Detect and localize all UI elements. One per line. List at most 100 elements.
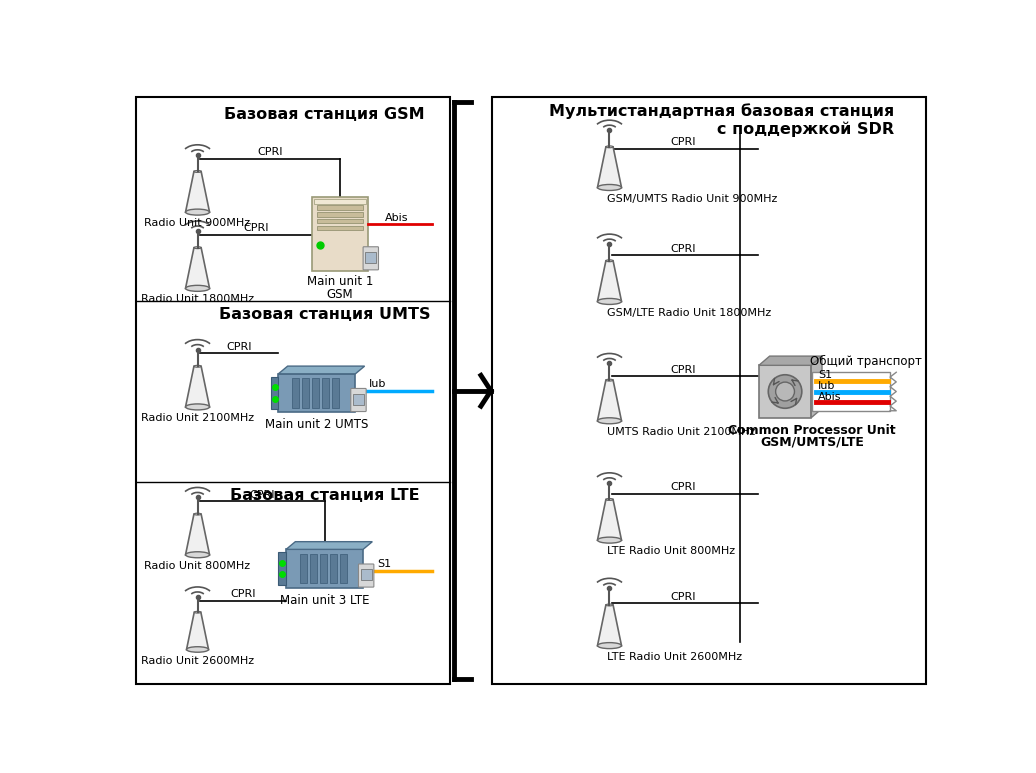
Ellipse shape <box>598 642 622 649</box>
FancyBboxPatch shape <box>314 199 366 203</box>
Ellipse shape <box>194 171 201 172</box>
Text: CPRI: CPRI <box>670 482 695 492</box>
Circle shape <box>776 382 795 401</box>
Polygon shape <box>598 380 622 421</box>
FancyBboxPatch shape <box>300 554 307 584</box>
FancyBboxPatch shape <box>333 379 339 407</box>
Ellipse shape <box>194 611 201 613</box>
Text: CPRI: CPRI <box>257 147 283 157</box>
Ellipse shape <box>185 404 209 410</box>
FancyBboxPatch shape <box>270 377 279 409</box>
Text: GSM/LTE Radio Unit 1800MHz: GSM/LTE Radio Unit 1800MHz <box>607 308 772 318</box>
Polygon shape <box>279 366 365 374</box>
FancyBboxPatch shape <box>286 550 363 588</box>
Ellipse shape <box>194 247 201 249</box>
FancyBboxPatch shape <box>317 219 363 223</box>
Polygon shape <box>758 366 811 417</box>
Text: LTE Radio Unit 800MHz: LTE Radio Unit 800MHz <box>607 547 736 557</box>
Text: Мультистандартная базовая станция
с поддержкой SDR: Мультистандартная базовая станция с подд… <box>549 103 894 137</box>
Ellipse shape <box>185 209 209 215</box>
FancyBboxPatch shape <box>320 554 327 584</box>
FancyBboxPatch shape <box>492 97 926 684</box>
Ellipse shape <box>606 260 613 262</box>
FancyBboxPatch shape <box>312 197 368 271</box>
FancyBboxPatch shape <box>361 570 372 581</box>
Text: Iub: Iub <box>818 381 836 390</box>
Text: S1: S1 <box>377 560 391 570</box>
Ellipse shape <box>606 146 613 148</box>
Polygon shape <box>185 172 209 212</box>
Ellipse shape <box>194 366 201 367</box>
Text: Main unit 2 UMTS: Main unit 2 UMTS <box>265 418 369 431</box>
FancyBboxPatch shape <box>340 554 347 584</box>
Text: CPRI: CPRI <box>243 223 268 233</box>
Ellipse shape <box>598 298 622 305</box>
Polygon shape <box>185 514 209 555</box>
Polygon shape <box>186 612 208 649</box>
Polygon shape <box>286 542 372 550</box>
Text: Radio Unit 2100MHz: Radio Unit 2100MHz <box>141 413 254 423</box>
Text: CPRI: CPRI <box>670 243 695 254</box>
Polygon shape <box>185 247 209 288</box>
Ellipse shape <box>606 499 613 500</box>
Text: Общий транспорт: Общий транспорт <box>810 356 922 369</box>
Ellipse shape <box>606 380 613 381</box>
Polygon shape <box>598 147 622 188</box>
Text: Iub: Iub <box>369 380 386 390</box>
Polygon shape <box>598 261 622 301</box>
FancyBboxPatch shape <box>358 564 374 587</box>
Text: GSM/UMTS Radio Unit 900MHz: GSM/UMTS Radio Unit 900MHz <box>607 193 778 203</box>
FancyBboxPatch shape <box>322 379 329 407</box>
Ellipse shape <box>186 647 208 652</box>
Text: LTE Radio Unit 2600MHz: LTE Radio Unit 2600MHz <box>607 652 743 662</box>
FancyBboxPatch shape <box>292 379 299 407</box>
FancyBboxPatch shape <box>317 226 363 230</box>
Text: CPRI: CPRI <box>670 365 695 375</box>
Ellipse shape <box>606 604 613 606</box>
Polygon shape <box>185 366 209 407</box>
Text: CPRI: CPRI <box>670 138 695 148</box>
Ellipse shape <box>598 537 622 543</box>
Text: Базовая станция UMTS: Базовая станция UMTS <box>219 307 430 322</box>
Text: GSM/UMTS/LTE: GSM/UMTS/LTE <box>760 435 864 448</box>
Text: Radio Unit 1800MHz: Radio Unit 1800MHz <box>141 295 254 305</box>
Polygon shape <box>758 356 822 366</box>
Ellipse shape <box>185 285 209 291</box>
Text: Common Processor Unit: Common Processor Unit <box>728 424 896 437</box>
Ellipse shape <box>185 552 209 558</box>
Text: CPRI: CPRI <box>230 589 256 599</box>
Polygon shape <box>811 356 822 417</box>
Polygon shape <box>598 605 622 645</box>
Ellipse shape <box>194 513 201 515</box>
Polygon shape <box>598 499 622 540</box>
FancyBboxPatch shape <box>812 373 890 410</box>
Text: Базовая станция LTE: Базовая станция LTE <box>230 488 420 502</box>
FancyBboxPatch shape <box>303 379 309 407</box>
FancyBboxPatch shape <box>279 553 286 585</box>
Ellipse shape <box>598 417 622 424</box>
FancyBboxPatch shape <box>353 393 364 404</box>
Text: Main unit 1: Main unit 1 <box>307 275 373 288</box>
Text: GSM: GSM <box>326 288 353 301</box>
Text: CPRI: CPRI <box>670 591 695 601</box>
FancyBboxPatch shape <box>351 389 366 411</box>
FancyBboxPatch shape <box>363 247 378 270</box>
Circle shape <box>769 375 802 408</box>
Text: Radio Unit 2600MHz: Radio Unit 2600MHz <box>141 656 254 666</box>
Text: CPRI: CPRI <box>227 342 252 352</box>
Text: S1: S1 <box>818 370 832 380</box>
Text: Abis: Abis <box>818 392 841 401</box>
FancyBboxPatch shape <box>136 97 450 684</box>
Ellipse shape <box>598 185 622 190</box>
FancyBboxPatch shape <box>366 252 376 263</box>
FancyBboxPatch shape <box>317 205 363 209</box>
Text: Abis: Abis <box>384 213 408 223</box>
Text: UMTS Radio Unit 2100MHz: UMTS Radio Unit 2100MHz <box>607 427 755 437</box>
FancyBboxPatch shape <box>310 554 317 584</box>
FancyBboxPatch shape <box>279 374 355 412</box>
FancyBboxPatch shape <box>312 379 319 407</box>
Text: CPRI: CPRI <box>250 490 275 500</box>
Text: Radio Unit 900MHz: Radio Unit 900MHz <box>144 218 251 228</box>
Text: Radio Unit 800MHz: Radio Unit 800MHz <box>144 561 251 571</box>
Text: Main unit 3 LTE: Main unit 3 LTE <box>280 594 370 607</box>
